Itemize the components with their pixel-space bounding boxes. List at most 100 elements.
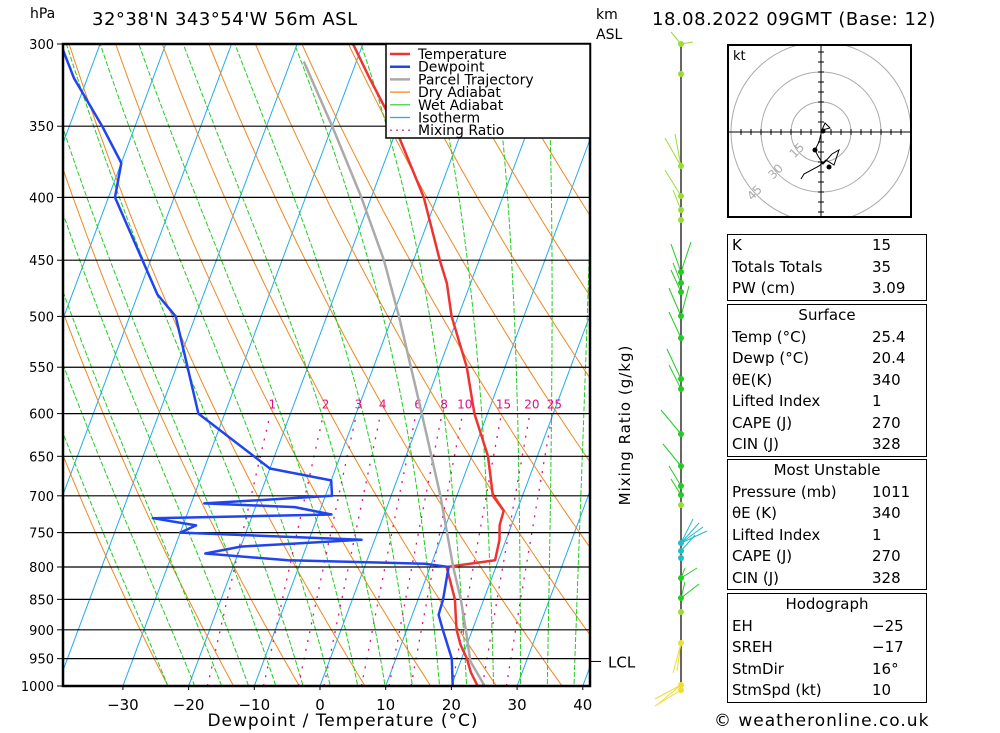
index-value: 340 xyxy=(872,370,901,389)
legend-label: Dewpoint xyxy=(418,60,485,76)
wet-adiabat-line xyxy=(65,44,304,686)
index-label: EH xyxy=(732,616,753,635)
index-value: 10 xyxy=(872,681,892,700)
index-value: 20.4 xyxy=(872,349,906,368)
x-axis-label: Dewpoint / Temperature (°C) xyxy=(207,711,478,731)
pressure-tick-label: 700 xyxy=(29,490,54,505)
dry-adiabat-line xyxy=(254,44,590,636)
hodograph-point xyxy=(826,164,832,170)
index-value: 35 xyxy=(872,257,892,276)
pressure-tick-label: 1000 xyxy=(21,680,54,695)
wind-level-dot xyxy=(678,193,684,199)
legend-label: Temperature xyxy=(417,47,507,63)
wet-adiabat-line xyxy=(63,362,196,686)
wet-adiabat-line xyxy=(138,44,359,686)
wind-level-dot xyxy=(678,595,684,601)
wet-adiabat-line xyxy=(360,44,468,686)
index-value: 270 xyxy=(872,547,901,566)
index-value: 15 xyxy=(872,236,892,255)
mixing-ratio-line xyxy=(481,413,531,686)
mixing-ratio-line xyxy=(297,413,358,686)
pressure-tick-label: 400 xyxy=(29,191,54,206)
wind-barb xyxy=(668,465,682,487)
hodograph-ring-label: 15 xyxy=(787,140,808,161)
wind-barb xyxy=(668,364,682,390)
wind-level-dot xyxy=(678,431,684,437)
wind-barb xyxy=(680,583,700,599)
height-unit-label: km ASL xyxy=(596,5,622,45)
index-row: StmDir 16° xyxy=(728,659,927,681)
dry-adiabat-line xyxy=(925,7,1000,712)
temperature-tick-label: −10 xyxy=(238,696,270,714)
wind-barb xyxy=(676,642,682,672)
wind-level-dot xyxy=(678,41,684,47)
mixing-ratio-label: 3 xyxy=(355,398,363,412)
index-value: 340 xyxy=(872,504,901,523)
temperature-tick-label: 30 xyxy=(508,696,527,714)
wind-level-dot xyxy=(678,555,684,561)
mixing-ratio-label: 1 xyxy=(269,398,277,412)
index-value: −17 xyxy=(872,638,904,657)
wet-adiabat-line xyxy=(428,44,495,686)
index-label: CAPE (J) xyxy=(732,547,793,566)
copyright-text: © weatheronline.co.uk xyxy=(714,711,930,731)
mixing-ratio-label: 15 xyxy=(496,398,511,412)
mixing-ratio-line xyxy=(410,413,464,686)
mixing-ratio-line xyxy=(451,413,503,686)
wind-barb xyxy=(664,137,682,167)
index-label: Dewp (°C) xyxy=(732,349,810,368)
hodograph-trace xyxy=(800,122,840,180)
dry-adiabat-line xyxy=(441,44,590,297)
mixing-ratio-label: 10 xyxy=(457,398,472,412)
pressure-tick-label: 450 xyxy=(29,254,54,269)
wind-barb xyxy=(674,133,682,167)
isotherm-line xyxy=(450,313,590,686)
wind-level-dot xyxy=(678,386,684,392)
isotherm-line xyxy=(63,44,101,145)
pressure-tick-label: 950 xyxy=(29,653,54,668)
mixing-ratio-line xyxy=(323,413,382,686)
mixing-ratio-label: 6 xyxy=(414,398,422,412)
legend-label: Isotherm xyxy=(418,111,480,127)
pressure-tick-label: 500 xyxy=(29,310,54,325)
hodograph: kt 15 30 45 xyxy=(727,41,912,223)
wind-level-dot xyxy=(678,269,684,275)
wind-barb xyxy=(680,518,694,544)
legend-label: Mixing Ratio xyxy=(418,123,504,139)
wind-barb xyxy=(672,262,682,284)
index-row: Dewp (°C) 20.4 xyxy=(728,348,927,370)
hodograph-point xyxy=(820,128,826,134)
legend-label: Wet Adiabat xyxy=(418,98,504,114)
isotherm-line xyxy=(385,138,590,686)
height-unit-asl: ASL xyxy=(596,27,623,43)
temperature-tick-label: −30 xyxy=(107,696,139,714)
wind-barb xyxy=(664,169,682,197)
wind-barb xyxy=(680,241,692,273)
wind-level-dot xyxy=(678,687,684,693)
parcel-trajectory-curve xyxy=(302,60,486,686)
index-row: CIN (J) 328 xyxy=(728,434,927,456)
dry-adiabat-line xyxy=(394,44,590,380)
wind-level-dot xyxy=(678,492,684,498)
index-label: CIN (J) xyxy=(732,568,780,587)
pressure-tick-label: 600 xyxy=(29,408,54,423)
index-row: K 15 xyxy=(728,235,927,257)
index-value: 328 xyxy=(872,435,901,454)
wet-adiabat-line xyxy=(63,211,250,686)
wind-level-dot xyxy=(678,217,684,223)
index-label: Pressure (mb) xyxy=(732,482,837,501)
wind-level-dot xyxy=(678,548,684,554)
pressure-tick-label: 750 xyxy=(29,527,54,542)
index-row: EH −25 xyxy=(728,616,927,638)
mixing-ratio-line xyxy=(262,413,325,686)
dry-adiabat-line xyxy=(63,167,300,686)
wind-level-dot xyxy=(678,376,684,382)
surface-table: Surface Temp (°C) 25.4 Dewp (°C) 20.4 θE(K) 34… xyxy=(727,304,927,457)
index-label: StmSpd (kt) xyxy=(732,681,822,700)
wind-level-dot xyxy=(678,575,684,581)
hodograph-point xyxy=(812,147,818,153)
dry-adiabat-line xyxy=(63,454,169,686)
wind-barb xyxy=(680,534,696,552)
wind-barb xyxy=(680,567,698,579)
